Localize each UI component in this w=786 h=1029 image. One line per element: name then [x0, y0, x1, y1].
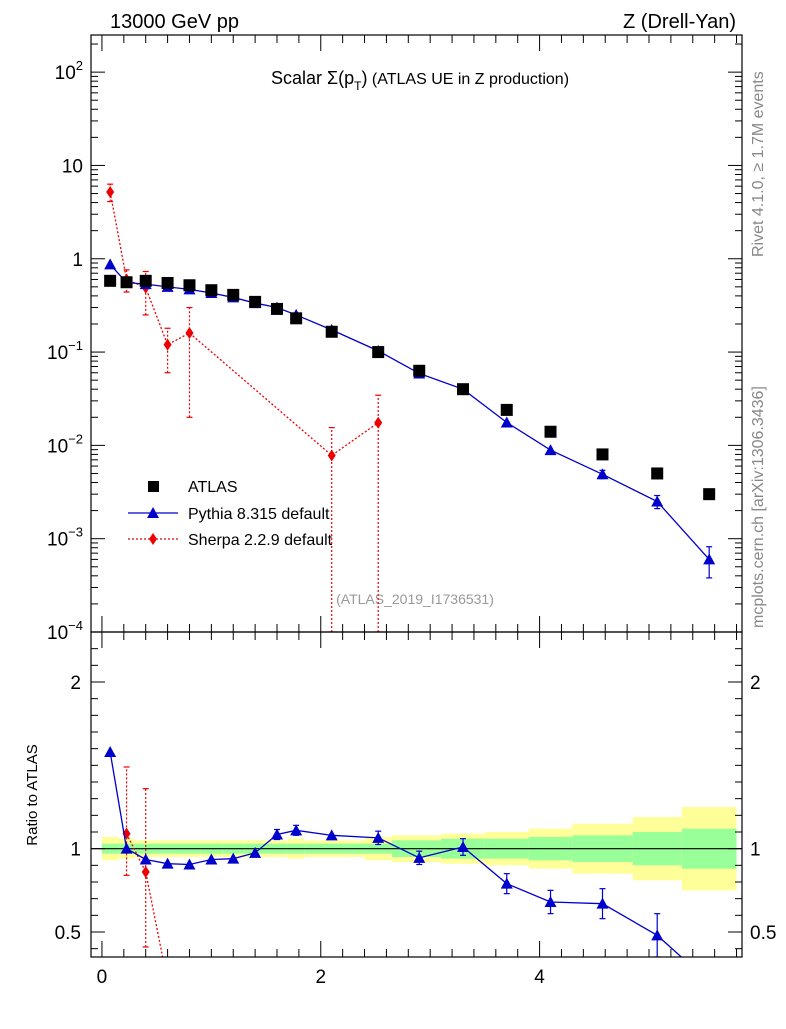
pythia-point — [703, 553, 716, 565]
atlas-point — [544, 425, 557, 438]
pythia-ratio-point — [651, 929, 664, 941]
atlas-point — [457, 383, 469, 396]
ratio-y-tick-label-left: 0.5 — [55, 923, 81, 944]
rivet-label: Rivet 4.1.0, ≥ 1.7M events — [750, 71, 767, 257]
legend-sherpa-label: Sherpa 2.2.9 default — [188, 532, 333, 549]
ratio-x-tick-label: 4 — [534, 967, 545, 988]
sherpa-ratio-line — [125, 833, 164, 957]
atlas-point — [500, 403, 513, 416]
atlas-point — [183, 279, 196, 292]
ratio-x-tick-label: 0 — [97, 967, 108, 988]
main-y-tick-label: 102 — [55, 58, 83, 84]
atlas-point — [161, 276, 174, 289]
pythia-ratio-point — [104, 746, 117, 757]
header-left: 13000 GeV pp — [110, 11, 239, 33]
pythia-ratio-point — [413, 851, 426, 863]
ratio-y-tick-label-right: 2 — [750, 673, 761, 694]
pythia-ratio-point — [139, 853, 152, 865]
pythia-ratio-point — [500, 877, 513, 889]
atlas-point — [120, 276, 133, 289]
ratio-plot-area — [91, 746, 742, 988]
main-y-tick-label: 10 — [62, 156, 83, 177]
atlas-point — [139, 274, 152, 287]
sherpa-ratio-point — [141, 866, 150, 878]
atlas-point — [104, 274, 117, 287]
pythia-point — [596, 468, 609, 480]
atlas-point — [249, 295, 262, 308]
legend-pythia-marker — [147, 507, 159, 518]
atlas-point — [227, 288, 240, 301]
legend: ATLAS Pythia 8.315 default Sherpa 2.2.9 … — [128, 479, 333, 549]
sherpa-point — [185, 327, 194, 340]
main-y-tick-label: 10−4 — [47, 618, 83, 644]
sherpa-point — [374, 416, 383, 429]
legend-atlas-label: ATLAS — [188, 479, 238, 496]
main-y-tick-label: 1 — [72, 250, 83, 271]
atlas-point — [651, 467, 664, 480]
pythia-ratio-point — [205, 853, 218, 865]
pythia-ratio-point — [227, 852, 240, 864]
sherpa-line — [109, 191, 379, 457]
plot-title: Scalar Σ(pT) (ATLAS UE in Z production) — [271, 68, 569, 93]
ratio-y-tick-label-left: 1 — [70, 840, 81, 861]
atlas-point — [372, 346, 385, 359]
main-y-tick-label: 10−1 — [47, 338, 83, 364]
watermark: (ATLAS_2019_I1736531) — [336, 591, 494, 607]
pythia-ratio-point — [120, 842, 133, 854]
ratio-y-tick-label-left: 2 — [70, 673, 81, 694]
header-right: Z (Drell-Yan) — [623, 11, 736, 33]
pythia-ratio-point — [183, 858, 196, 870]
atlas-point — [413, 364, 426, 377]
main-y-tick-label: 10−3 — [47, 525, 83, 551]
ratio-frame — [90, 631, 743, 958]
atlas-point — [290, 312, 303, 325]
ratio-y-tick-label-right: 0.5 — [750, 923, 776, 944]
atlas-point — [271, 302, 283, 315]
atlas-point — [325, 325, 338, 338]
ratio-ylabel: Ratio to ATLAS — [24, 744, 41, 845]
pythia-ratio-point — [703, 976, 715, 987]
pythia-point — [500, 416, 513, 428]
atlas-point — [205, 284, 218, 297]
pythia-point — [651, 495, 664, 507]
legend-sherpa-marker — [149, 533, 157, 545]
mcplots-label: mcplots.cern.ch [arXiv:1306.3436] — [750, 386, 767, 628]
pythia-ratio-point — [372, 831, 385, 843]
pythia-ratio-point — [271, 828, 283, 840]
ratio-y-tick-label-right: 1 — [750, 840, 761, 861]
pythia-ratio-point — [325, 829, 338, 841]
atlas-point — [703, 488, 716, 501]
pythia-ratio-point — [544, 896, 557, 907]
pythia-ratio-point — [457, 841, 469, 852]
atlas-point — [596, 448, 609, 461]
ratio-x-tick-label: 2 — [315, 967, 326, 988]
pythia-ratio-point — [290, 824, 303, 836]
sherpa-point — [106, 185, 115, 198]
pythia-ratio-point — [249, 846, 262, 858]
sherpa-point — [163, 338, 172, 351]
main-y-tick-label: 10−2 — [47, 431, 83, 457]
pythia-ratio-point — [161, 857, 174, 869]
legend-atlas-marker — [148, 481, 159, 492]
legend-pythia-label: Pythia 8.315 default — [188, 506, 330, 523]
main-plot-area — [104, 183, 716, 632]
sherpa-point — [327, 449, 336, 462]
pythia-point — [544, 444, 557, 456]
pythia-ratio-point — [596, 897, 609, 909]
sherpa-ratio-point — [164, 976, 172, 988]
pythia-point — [104, 258, 117, 270]
